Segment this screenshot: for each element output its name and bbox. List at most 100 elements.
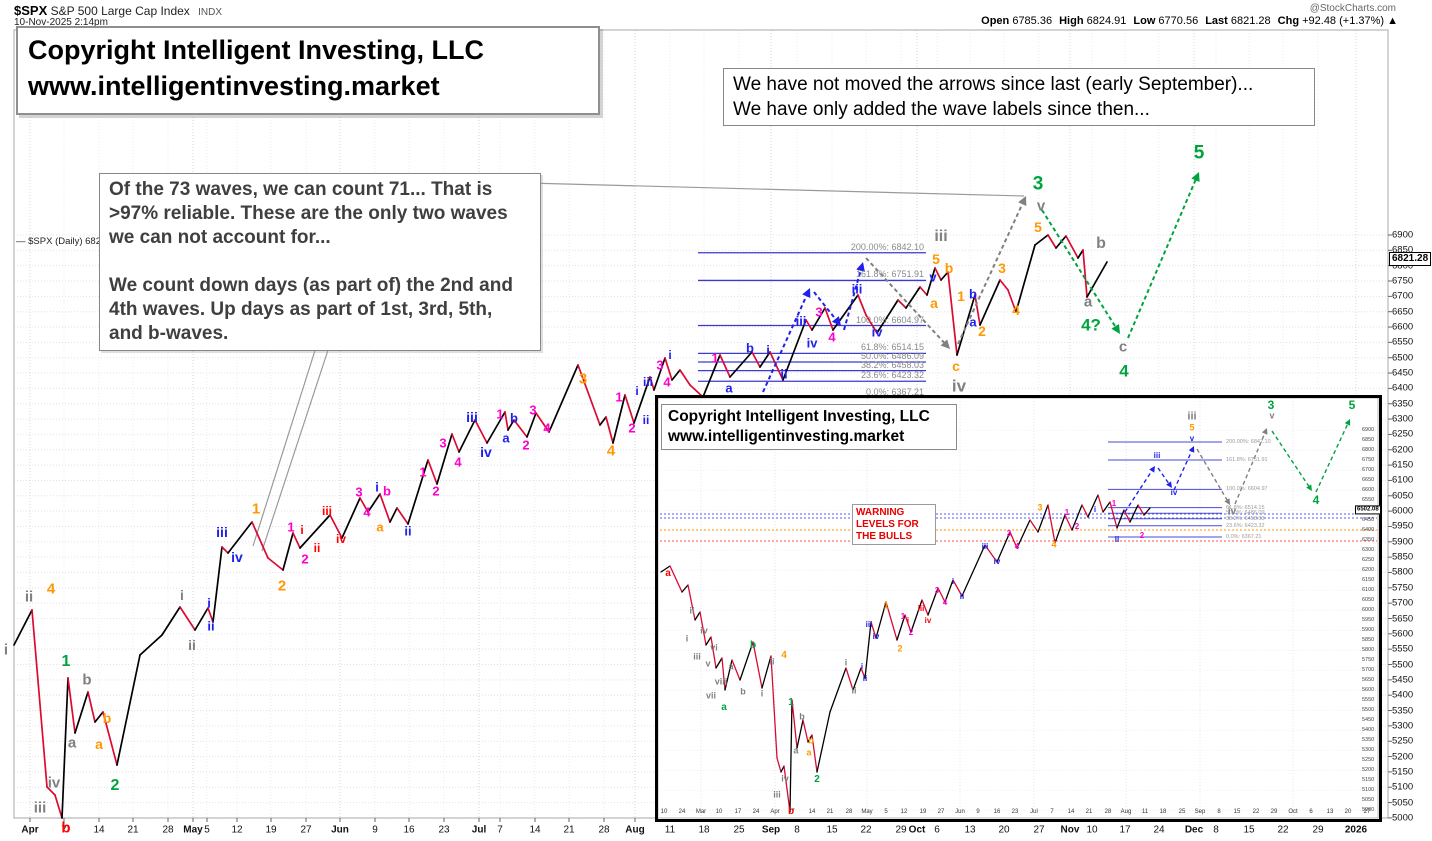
x-axis-label: 13 [964, 824, 976, 836]
x-axis-label: 11 [664, 824, 676, 836]
y-axis-label: 5300 [1392, 720, 1414, 732]
wave-label: 3 [578, 370, 588, 388]
fib-level-label: 161.8%: 6751.91 [855, 269, 924, 280]
y-axis-label: 6250 [1392, 428, 1414, 440]
x-axis-label: 15 [1243, 824, 1255, 836]
chart-datetime: 10-Nov-2025 2:14pm [14, 17, 108, 28]
wave-label: c [1118, 338, 1128, 356]
inset-copyright-line1: Copyright Intelligent Investing, LLC [668, 408, 930, 425]
x-axis-label: 14 [93, 824, 105, 836]
x-axis-label: Apr [21, 824, 39, 836]
wave-label: b [944, 260, 954, 276]
x-axis-label: May [183, 824, 203, 836]
x-axis-label: 21 [127, 824, 139, 836]
fib-level-label: 200.00%: 6842.10 [850, 241, 924, 252]
wave-label: i [180, 587, 184, 603]
wave-label: 1 [251, 500, 261, 518]
quote-key: Open [981, 15, 1010, 27]
y-axis-label: 5500 [1392, 659, 1414, 671]
wave-label: b [82, 671, 92, 689]
wave-label: v [929, 269, 937, 285]
wave-count-note-box: Of the 73 waves, we can count 71... That… [99, 173, 541, 351]
wave-label: ii [188, 637, 196, 653]
x-axis-label: Nov [1060, 824, 1080, 836]
wave-label: iii [795, 313, 807, 329]
inset-chart-frame [655, 395, 1382, 822]
x-axis-label: Jun [331, 824, 349, 836]
y-axis-label: 5250 [1392, 735, 1414, 747]
wave-label: iii [216, 524, 228, 540]
wave-label: 2 [522, 437, 530, 453]
wave-label: 4 [1119, 361, 1129, 381]
x-axis-label: 9 [372, 824, 378, 836]
x-axis-label: 29 [895, 824, 907, 836]
wave-label: iv [806, 335, 818, 351]
wave-label: a [969, 314, 977, 330]
wave-label: 4? [1081, 315, 1101, 335]
wave-label: 2 [277, 577, 287, 595]
y-axis-label: 6400 [1392, 382, 1414, 394]
wave-label: 1 [615, 389, 623, 405]
wave-label: iv [335, 532, 347, 546]
wave-label: 3 [815, 304, 823, 320]
wave-label: iv [47, 774, 61, 792]
x-axis-label: 27 [1033, 824, 1045, 836]
x-axis-label: 22 [1277, 824, 1289, 836]
x-axis-label: Oct [908, 824, 926, 836]
y-axis-label: 6700 [1392, 290, 1414, 302]
wave-label: 4 [663, 374, 671, 390]
wave-label: b [61, 819, 71, 837]
wave-label: 3 [355, 484, 363, 500]
wave-label: 4 [46, 580, 56, 598]
wave-label: 3 [1032, 173, 1044, 195]
x-axis-label: 14 [529, 824, 541, 836]
wave-label: ii [404, 523, 412, 539]
x-axis-label: 28 [162, 824, 174, 836]
wave-label: iii [321, 504, 333, 518]
wave-label: b [383, 483, 391, 499]
fib-level-label: 61.8%: 6514.15 [860, 342, 924, 353]
wave-label: 2 [110, 777, 120, 794]
x-axis-label: 19 [265, 824, 277, 836]
y-axis-label: 5800 [1392, 566, 1414, 578]
wave-label: c [952, 358, 960, 374]
x-axis-label: 8 [1213, 824, 1219, 836]
wave-label: 4 [543, 420, 551, 436]
wave-label: iii [466, 409, 478, 425]
copyright-line1: Copyright Intelligent Investing, LLC [28, 35, 484, 65]
wave-label: 2 [432, 483, 440, 499]
y-axis-label: 5000 [1392, 812, 1414, 824]
wave-label: a [376, 519, 384, 535]
y-axis-label: 6050 [1392, 490, 1414, 502]
x-axis-label: Sep [761, 824, 781, 836]
wave-label: v [1036, 197, 1046, 215]
wave-label: b [969, 286, 977, 302]
wave-label: 1 [957, 288, 965, 304]
wave-label: 2 [978, 323, 986, 339]
x-axis-label: 16 [403, 824, 415, 836]
y-axis-label: 5400 [1392, 689, 1414, 701]
wave-label: 3 [439, 435, 447, 451]
y-axis-label: 5900 [1392, 536, 1414, 548]
wave-label: i [635, 384, 639, 398]
quote-value: 6821.28 [1227, 15, 1271, 27]
wave-label: 5 [932, 251, 940, 267]
wave-label: iii [934, 228, 948, 245]
y-axis-label: 6750 [1392, 275, 1414, 287]
x-axis-label: 6 [934, 824, 940, 836]
wave-label: 5 [1034, 219, 1042, 235]
wave-label: b [102, 710, 112, 726]
x-axis-label: 10 [1086, 824, 1098, 836]
wave-label: 4 [454, 454, 462, 470]
y-axis-label: 6900 [1392, 229, 1414, 241]
wave-label: 2 [301, 551, 309, 567]
x-axis-label: 27 [300, 824, 312, 836]
wave-label: i [207, 595, 211, 611]
y-axis-label: 5750 [1392, 582, 1414, 594]
x-axis-label: 5 [204, 824, 210, 836]
wave-label: 3 [529, 402, 537, 418]
wave-label: iv [480, 444, 492, 460]
y-axis-label: 5600 [1392, 628, 1414, 640]
quote-value: 6770.56 [1155, 15, 1199, 27]
